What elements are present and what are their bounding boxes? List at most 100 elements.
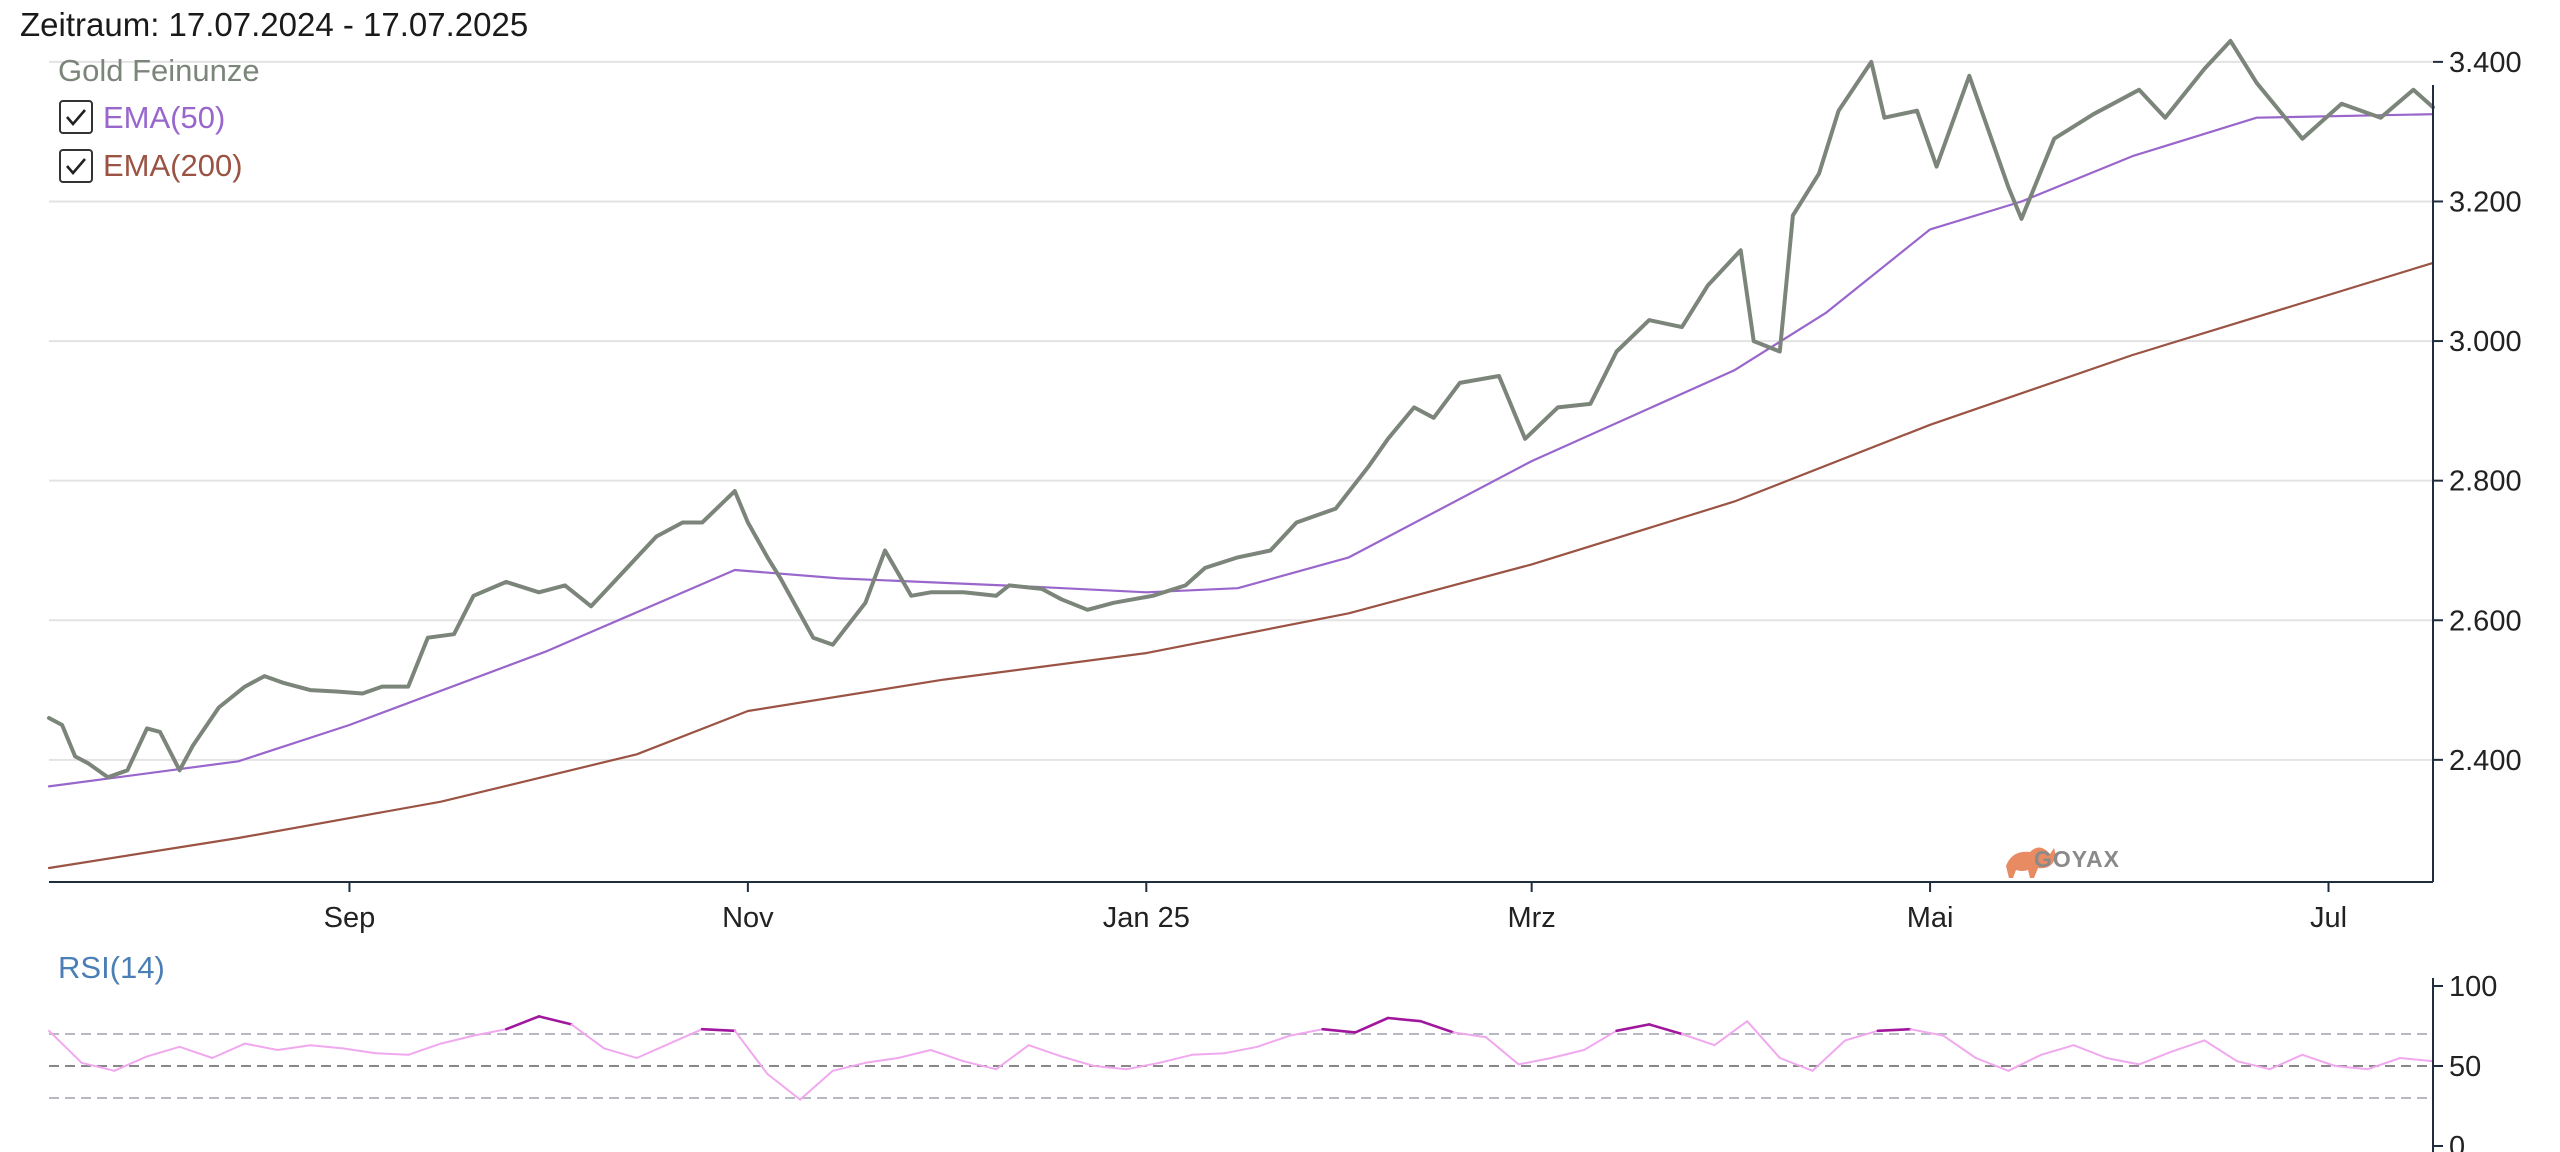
legend-ema50-toggle[interactable]: EMA(50) <box>59 100 225 135</box>
rsi-segment <box>439 1034 475 1045</box>
rsi-segment <box>48 1029 83 1064</box>
rsi-segment <box>1060 1055 1096 1067</box>
series-line-gold <box>47 38 2435 780</box>
rsi-segment <box>1550 1049 1585 1059</box>
rsi-y-axis-labels: 0 50 100 <box>2433 971 2497 1152</box>
rsi-level-lines <box>49 1033 2433 1099</box>
rsi-segment <box>1876 1027 1912 1033</box>
x-tick-label: Jul <box>2310 902 2347 934</box>
rsi-segment <box>1288 1028 1324 1037</box>
rsi-segment <box>831 1061 867 1072</box>
series-line-ema200 <box>47 261 2435 870</box>
rsi-segment <box>1811 1039 1847 1072</box>
checkmark-icon <box>66 109 86 126</box>
rsi-segment <box>243 1042 279 1051</box>
rsi-segment <box>635 1042 671 1059</box>
rsi-segment <box>276 1044 312 1051</box>
rsi-segment <box>1125 1061 1161 1071</box>
rsi-segment <box>145 1045 181 1058</box>
ema50-checkbox[interactable] <box>59 100 93 134</box>
rsi-segment <box>897 1049 932 1059</box>
rsi-segment <box>537 1015 573 1026</box>
rsi-segment <box>2138 1050 2173 1066</box>
rsi-segment <box>603 1047 638 1059</box>
y-tick-label: 2.800 <box>2449 466 2522 498</box>
rsi-segment <box>1647 1023 1684 1036</box>
legend-ema200-toggle[interactable]: EMA(200) <box>59 148 243 183</box>
rsi-segment <box>178 1045 214 1059</box>
rsi-segment <box>2203 1039 2239 1063</box>
rsi-segment <box>113 1055 148 1072</box>
x-tick-label: Nov <box>722 902 774 934</box>
y-tick-label: 2.600 <box>2449 605 2522 637</box>
rsi-segment <box>472 1028 508 1037</box>
rsi-segment <box>2399 1057 2434 1063</box>
rsi-segment <box>766 1073 802 1101</box>
rsi-segment <box>80 1061 116 1072</box>
rsi-segment <box>799 1069 834 1101</box>
y-tick-label: 2.400 <box>2449 745 2522 777</box>
rsi-segment <box>374 1052 410 1056</box>
rsi-segment <box>2072 1044 2108 1059</box>
y-tick-label: 3.200 <box>2449 186 2522 218</box>
rsi-segment <box>1778 1057 1814 1072</box>
rsi-segment <box>407 1042 442 1056</box>
rsi-segment <box>1484 1036 1520 1066</box>
rsi-segment <box>2301 1053 2337 1067</box>
x-tick-label: Sep <box>324 902 376 934</box>
rsi-segment <box>2040 1044 2075 1056</box>
checkmark-icon <box>66 158 86 175</box>
rsi-segment <box>1321 1027 1357 1034</box>
ema200-checkbox[interactable] <box>59 149 93 183</box>
price-series <box>47 38 2435 870</box>
x-tick-label: Mai <box>1907 902 1954 934</box>
rsi-segment <box>1093 1065 1128 1071</box>
rsi-segment <box>1680 1033 1716 1047</box>
price-gridlines <box>49 60 2433 761</box>
rsi-segment <box>962 1060 998 1071</box>
watermark: GOYAX <box>2006 846 2120 878</box>
rsi-segment <box>341 1047 377 1055</box>
rsi-y-tick-label: 50 <box>2449 1051 2481 1083</box>
rsi-segment <box>1256 1034 1291 1048</box>
rsi-segment <box>2236 1060 2271 1071</box>
rsi-segment <box>1844 1029 1879 1042</box>
rsi-segment <box>1615 1023 1651 1033</box>
rsi-segment <box>1582 1029 1618 1051</box>
rsi-y-tick-label: 0 <box>2449 1131 2465 1152</box>
rsi-segment <box>2268 1053 2304 1071</box>
price-y-axis-labels: 2.400 2.600 2.800 3.000 3.200 3.400 <box>2433 47 2522 777</box>
rsi-segment <box>1158 1053 1194 1064</box>
rsi-segment <box>1386 1016 1422 1023</box>
rsi-segment <box>1517 1057 1553 1066</box>
rsi-segment <box>700 1027 737 1033</box>
rsi-segment <box>504 1015 541 1031</box>
rsi-segment <box>1974 1057 2010 1072</box>
rsi-segment <box>929 1049 965 1063</box>
rsi-segment <box>309 1044 344 1050</box>
series-line-ema50 <box>47 113 2435 788</box>
legend-instrument: Gold Feinunze <box>58 53 260 88</box>
watermark-text: GOYAX <box>2034 846 2120 872</box>
period-title: Zeitraum: 17.07.2024 - 17.07.2025 <box>20 6 528 43</box>
rsi-segment <box>1419 1019 1455 1034</box>
x-tick-label: Jan 25 <box>1103 902 1190 934</box>
rsi-segment <box>211 1042 246 1059</box>
rsi-segment <box>1223 1045 1259 1055</box>
rsi-panel-label: RSI(14) <box>58 950 165 985</box>
rsi-series <box>48 1015 2434 1101</box>
rsi-segment <box>1452 1031 1487 1039</box>
rsi-segment <box>1713 1020 1749 1047</box>
rsi-segment <box>733 1029 769 1075</box>
rsi-segment <box>570 1023 606 1050</box>
rsi-segment <box>2366 1057 2402 1071</box>
rsi-segment <box>2007 1053 2043 1072</box>
legend-ema200-label: EMA(200) <box>103 148 243 183</box>
rsi-segment <box>864 1057 900 1064</box>
rsi-segment <box>1354 1016 1390 1034</box>
rsi-segment <box>668 1028 704 1045</box>
x-tick-label: Mrz <box>1507 902 1555 934</box>
rsi-segment <box>1942 1034 1977 1059</box>
rsi-segment <box>1746 1020 1781 1059</box>
